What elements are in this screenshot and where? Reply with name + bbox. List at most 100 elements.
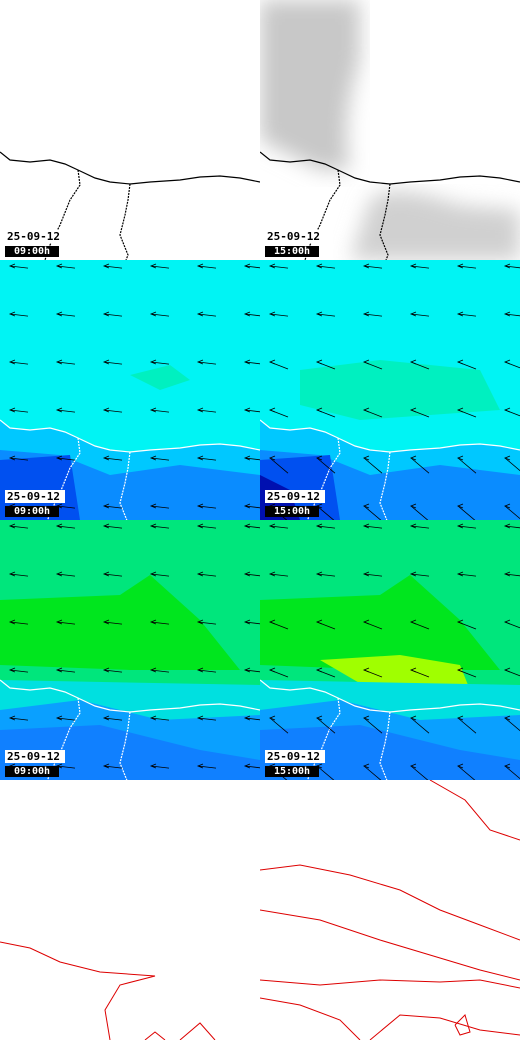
region [0, 455, 80, 520]
arrow-head [362, 715, 370, 721]
arrow-head [196, 715, 204, 721]
arrow-head [8, 359, 16, 365]
arrow-head [362, 523, 370, 529]
cloud [260, 0, 360, 170]
arrow-head [243, 359, 251, 365]
wind-arrow [103, 265, 123, 269]
wind-arrow [56, 717, 76, 721]
arrow-head [362, 503, 370, 509]
arrow-head [8, 407, 16, 413]
wind-arrow [197, 525, 217, 529]
map-panel [0, 780, 260, 1040]
arrow-head [149, 503, 157, 509]
coastline [119, 451, 131, 520]
arrow-head [196, 503, 204, 509]
arrow-head [55, 311, 63, 317]
arrow-head [102, 455, 110, 461]
arrow-head [268, 667, 276, 673]
wind-arrow [9, 361, 29, 365]
wind-arrow [9, 573, 29, 577]
arrow-head [149, 571, 157, 577]
wind-arrow [363, 457, 383, 474]
arrow-head [268, 311, 276, 317]
wind-arrow [244, 621, 260, 625]
wind-arrow [56, 573, 76, 577]
wind-arrow [363, 765, 382, 780]
arrow-head [456, 763, 464, 769]
arrow-head [503, 763, 511, 769]
arrow-head [503, 455, 511, 461]
wind-arrow [56, 765, 76, 769]
wind-arrow [9, 621, 29, 625]
arrow-head [196, 619, 204, 625]
map-panel [260, 780, 520, 1040]
arrow-head [315, 619, 323, 625]
wind-arrow [150, 573, 170, 577]
arrow-head [268, 523, 276, 529]
wind-arrow [504, 525, 520, 529]
arrow-head [243, 571, 251, 577]
arrow-head [196, 311, 204, 317]
arrow-head [409, 571, 417, 577]
arrow-head [196, 523, 204, 529]
wind-arrow [363, 525, 383, 529]
wind-arrow [410, 573, 430, 577]
wind-arrow [56, 621, 76, 625]
wind-arrow [197, 765, 217, 769]
wind-arrow [316, 313, 336, 317]
arrow-head [243, 407, 251, 413]
wind-arrow [56, 525, 76, 529]
wind-arrow [197, 573, 217, 577]
wind-arrow [457, 765, 476, 780]
arrow-head [102, 523, 110, 529]
wind-arrow [457, 313, 477, 317]
wind-arrow [150, 765, 170, 769]
wind-arrow [103, 457, 123, 461]
arrow-head [268, 455, 276, 461]
arrow-head [149, 311, 157, 317]
wind-arrow [150, 525, 170, 529]
arrow-head [102, 715, 110, 721]
wind-arrow [269, 265, 289, 269]
arrow-head [503, 523, 511, 529]
wind-arrow [197, 505, 217, 509]
arrow-head [362, 311, 370, 317]
arrow-head [243, 263, 251, 269]
coastline [379, 711, 391, 780]
arrow-head [503, 407, 511, 413]
region [260, 575, 500, 670]
wind-arrow [316, 525, 336, 529]
wind-arrow [244, 409, 260, 413]
arrow-head [409, 455, 417, 461]
wind-arrow [244, 717, 260, 721]
arrow-head [503, 503, 511, 509]
wind-arrow [244, 669, 260, 673]
arrow-head [8, 619, 16, 625]
wind-arrow [363, 265, 383, 269]
arrow-head [315, 263, 323, 269]
arrow-head [362, 619, 370, 625]
map-panel: 25-09-12 15:00h [260, 520, 520, 780]
arrow-head [456, 715, 464, 721]
arrow-head [409, 503, 417, 509]
arrow-head [149, 455, 157, 461]
arrow-head [8, 455, 16, 461]
wind-arrow [244, 765, 260, 769]
region [0, 725, 260, 780]
arrow-head [196, 571, 204, 577]
wind-arrow [316, 457, 336, 474]
arrow-head [149, 667, 157, 673]
arrow-head [456, 407, 464, 413]
wind-arrow [103, 409, 123, 413]
arrow-head [149, 359, 157, 365]
arrow-head [102, 407, 110, 413]
arrow-head [102, 311, 110, 317]
wind-arrow [457, 717, 477, 734]
arrow-head [55, 407, 63, 413]
map [260, 263, 520, 520]
arrow-head [456, 263, 464, 269]
arrow-head [268, 263, 276, 269]
wind-arrow [197, 717, 217, 721]
wind-arrow [56, 313, 76, 317]
